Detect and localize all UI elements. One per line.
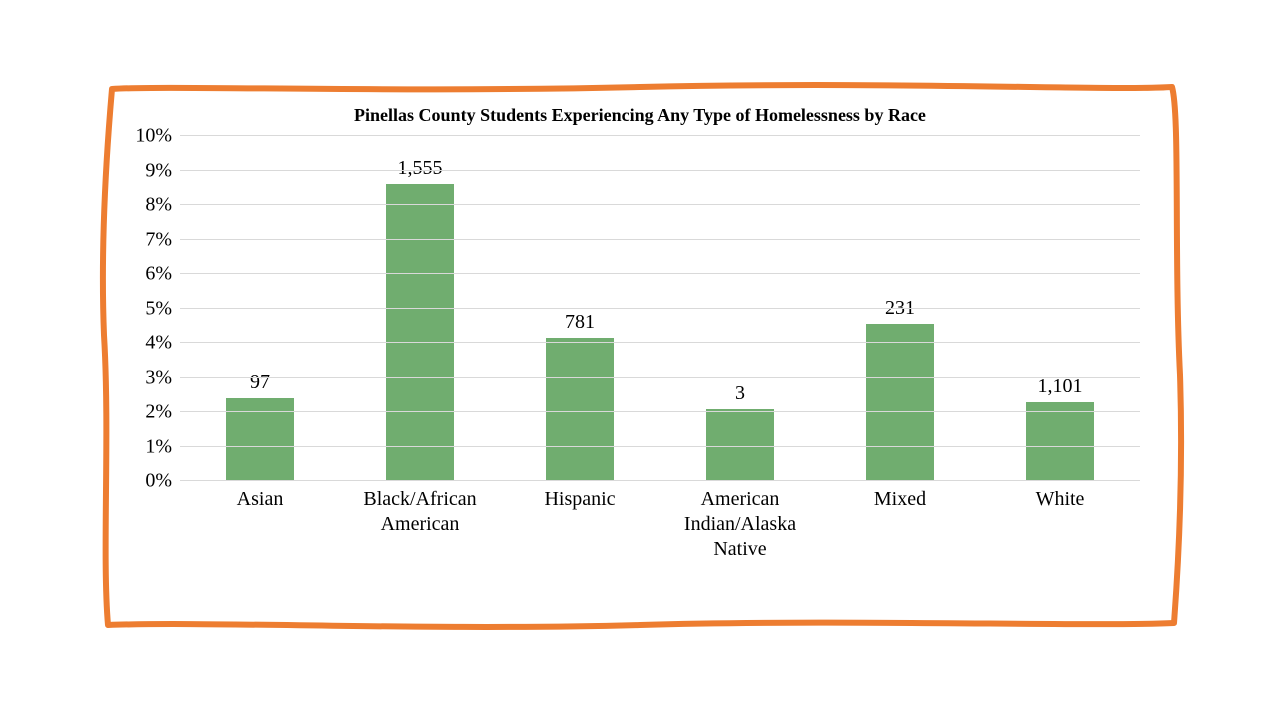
chart-area: Pinellas County Students Experiencing An… (120, 100, 1160, 610)
plot-area: 971,55578132311,101 AsianBlack/AfricanAm… (180, 136, 1140, 481)
y-tick-label: 6% (145, 263, 180, 286)
bar-data-label: 1,555 (397, 157, 442, 184)
bar: 1,555 (386, 184, 453, 481)
y-tick-label: 5% (145, 297, 180, 320)
bar: 231 (866, 324, 933, 481)
y-tick-label: 8% (145, 194, 180, 217)
x-tick-label: AmericanIndian/AlaskaNative (660, 487, 820, 562)
bar: 781 (546, 338, 613, 481)
chart-title: Pinellas County Students Experiencing An… (120, 105, 1160, 126)
bar-data-label: 97 (250, 371, 270, 398)
gridline (180, 480, 1140, 481)
gridline (180, 377, 1140, 378)
x-tick-label: White (980, 487, 1140, 512)
x-tick-label: Mixed (820, 487, 980, 512)
gridline (180, 170, 1140, 171)
bar-data-label: 1,101 (1037, 375, 1082, 402)
x-tick-label: Hispanic (500, 487, 660, 512)
gridline (180, 446, 1140, 447)
x-tick-label: Black/AfricanAmerican (340, 487, 500, 537)
y-tick-label: 3% (145, 366, 180, 389)
bars-layer: 97 1,555 781 3 231 1,101 (180, 136, 1140, 481)
bar: 1,101 (1026, 402, 1093, 481)
y-tick-label: 7% (145, 228, 180, 251)
gridline (180, 204, 1140, 205)
y-tick-label: 10% (135, 125, 180, 148)
x-tick-label: Asian (180, 487, 340, 512)
gridline (180, 411, 1140, 412)
y-tick-label: 9% (145, 159, 180, 182)
gridline (180, 273, 1140, 274)
bar-data-label: 231 (885, 297, 915, 324)
chart-frame: Pinellas County Students Experiencing An… (90, 75, 1190, 635)
bar-data-label: 3 (735, 382, 745, 409)
gridline (180, 239, 1140, 240)
y-tick-label: 1% (145, 435, 180, 458)
bar-data-label: 781 (565, 311, 595, 338)
gridline (180, 308, 1140, 309)
gridline (180, 342, 1140, 343)
y-tick-label: 0% (145, 470, 180, 493)
y-tick-label: 4% (145, 332, 180, 355)
y-tick-label: 2% (145, 401, 180, 424)
gridline (180, 135, 1140, 136)
